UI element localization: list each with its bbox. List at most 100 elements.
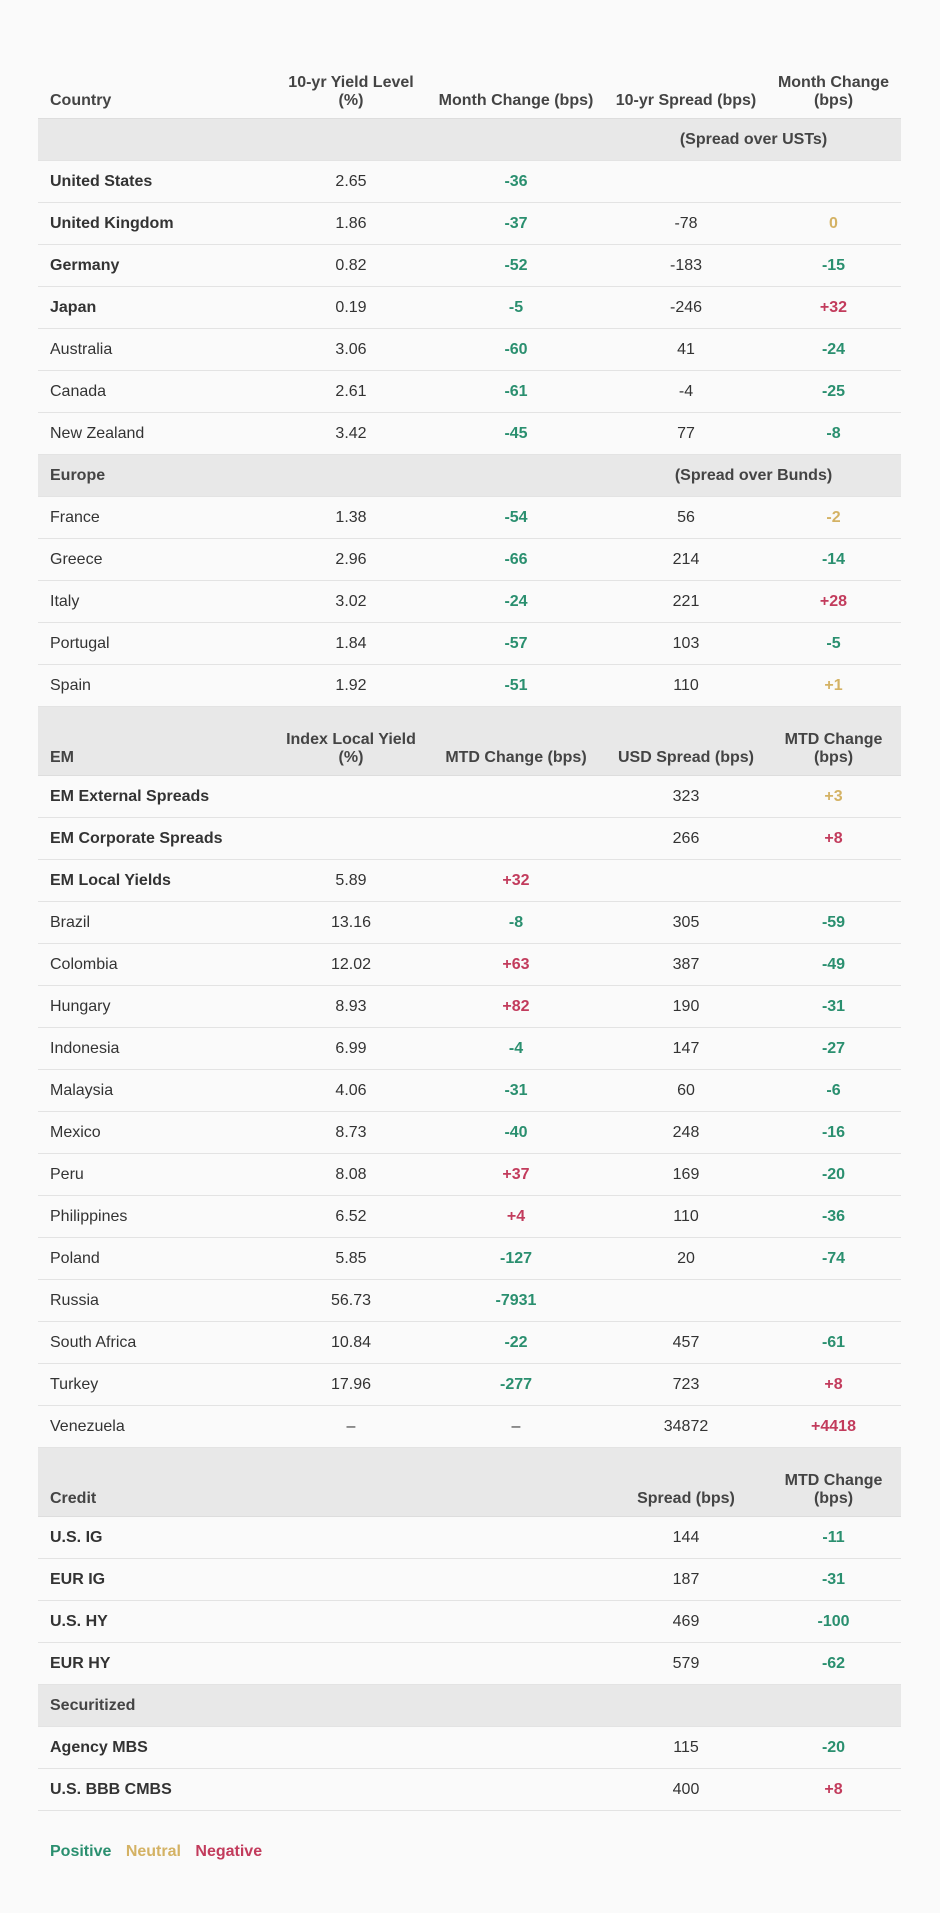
header-spread-change: Month Change (bps)	[766, 40, 901, 119]
spread-value: 457	[606, 1321, 766, 1364]
section-header-row: EM Index Local Yield (%) MTD Change (bps) U…	[38, 706, 901, 776]
table-row: France 1.38 -54 56 -2	[38, 496, 901, 539]
yield-value	[276, 1558, 426, 1601]
row-name: Turkey	[38, 1363, 276, 1406]
spread-change: +1	[766, 664, 901, 707]
column-header	[276, 1447, 426, 1517]
spread-change	[766, 859, 901, 902]
yield-change: -7931	[426, 1279, 606, 1322]
spread-change: -6	[766, 1069, 901, 1112]
legend-positive: Positive	[50, 1843, 112, 1860]
table-row: EM Corporate Spreads 266 +8	[38, 817, 901, 860]
spread-value	[606, 859, 766, 902]
row-name: EUR HY	[38, 1642, 276, 1685]
section-title: Credit	[38, 1447, 276, 1517]
table-row: Venezuela – –34872 +4418	[38, 1405, 901, 1448]
column-header: MTD Change (bps)	[426, 706, 606, 776]
table-row: Italy 3.02 -24 221 +28	[38, 580, 901, 623]
row-name: U.S. HY	[38, 1600, 276, 1643]
yield-value: 10.84	[276, 1321, 426, 1364]
yield-value: 3.06	[276, 328, 426, 371]
table-row: Mexico 8.73 -40 248 -16	[38, 1111, 901, 1154]
spread-change: -14	[766, 538, 901, 581]
column-header	[426, 1447, 606, 1517]
row-name: EM Corporate Spreads	[38, 817, 276, 860]
row-name: U.S. IG	[38, 1516, 276, 1559]
yield-change: -4	[426, 1027, 606, 1070]
spread-value: 579	[606, 1642, 766, 1685]
yield-change: -52	[426, 244, 606, 287]
yield-change: -40	[426, 1111, 606, 1154]
legend-negative: Negative	[195, 1843, 263, 1860]
table-row: Germany 0.82 -52 -183 -15	[38, 244, 901, 287]
spread-change: -74	[766, 1237, 901, 1280]
table-row: Indonesia 6.99 -4 147 -27	[38, 1027, 901, 1070]
table-row: U.S. BBB CMBS 400 +8	[38, 1768, 901, 1811]
spread-value: 400	[606, 1768, 766, 1811]
spread-value: 60	[606, 1069, 766, 1112]
empty-cell	[276, 118, 426, 161]
table-row: Hungary 8.93 +82 190 -31	[38, 985, 901, 1028]
yield-value: 1.84	[276, 622, 426, 665]
yield-change: -31	[426, 1069, 606, 1112]
spread-value: 115	[606, 1726, 766, 1769]
yield-change	[426, 1600, 606, 1643]
empty-cell	[276, 454, 426, 497]
yield-value: –	[276, 1405, 426, 1448]
yield-change: +4	[426, 1195, 606, 1238]
yield-change	[426, 1726, 606, 1769]
table-row: Agency MBS 115 -20	[38, 1726, 901, 1769]
table-row: Canada 2.61 -61 -4 -25	[38, 370, 901, 413]
empty-cell	[276, 1684, 426, 1727]
table-row: EUR IG 187 -31	[38, 1558, 901, 1601]
yield-value: 6.52	[276, 1195, 426, 1238]
section-title	[38, 118, 276, 161]
row-name: United Kingdom	[38, 202, 276, 245]
row-name: New Zealand	[38, 412, 276, 455]
row-name: United States	[38, 160, 276, 203]
yield-value: 1.38	[276, 496, 426, 539]
spread-value: 77	[606, 412, 766, 455]
table-row: Colombia 12.02 +63 387 -49	[38, 943, 901, 986]
yield-value	[276, 1642, 426, 1685]
spread-change: +3	[766, 775, 901, 818]
spread-value: 266	[606, 817, 766, 860]
row-name: Japan	[38, 286, 276, 329]
spread-change: -24	[766, 328, 901, 371]
spread-change: +32	[766, 286, 901, 329]
spread-value: 169	[606, 1153, 766, 1196]
row-name: Spain	[38, 664, 276, 707]
spread-change: -11	[766, 1516, 901, 1559]
yield-value: 17.96	[276, 1363, 426, 1406]
spread-change: +8	[766, 1363, 901, 1406]
spread-value: -246	[606, 286, 766, 329]
spread-change: 0	[766, 202, 901, 245]
spread-change: -20	[766, 1153, 901, 1196]
table-row: U.S. IG 144 -11	[38, 1516, 901, 1559]
spread-value: 190	[606, 985, 766, 1028]
table-row: New Zealand 3.42 -45 77 -8	[38, 412, 901, 455]
table-row: EM External Spreads 323 +3	[38, 775, 901, 818]
row-name: Agency MBS	[38, 1726, 276, 1769]
table-row: United States 2.65 -36	[38, 160, 901, 203]
yield-value: 2.96	[276, 538, 426, 581]
yield-change: -36	[426, 160, 606, 203]
table-row: Peru 8.08 +37 169 -20	[38, 1153, 901, 1196]
yield-value: 5.85	[276, 1237, 426, 1280]
spread-change: -16	[766, 1111, 901, 1154]
table-header: Country 10-yr Yield Level (%) Month Chan…	[38, 40, 901, 119]
table-row: Australia 3.06 -60 41 -24	[38, 328, 901, 371]
spread-change: -100	[766, 1600, 901, 1643]
yield-value: 2.61	[276, 370, 426, 413]
yield-change: +82	[426, 985, 606, 1028]
spread-value: 469	[606, 1600, 766, 1643]
yield-value: 0.82	[276, 244, 426, 287]
spread-value: 723	[606, 1363, 766, 1406]
spread-value: 305	[606, 901, 766, 944]
yield-change: -57	[426, 622, 606, 665]
spread-change: -15	[766, 244, 901, 287]
spread-value: 110	[606, 664, 766, 707]
row-name: Indonesia	[38, 1027, 276, 1070]
table-row: Greece 2.96 -66 214 -14	[38, 538, 901, 581]
section-title: Securitized	[38, 1684, 276, 1727]
